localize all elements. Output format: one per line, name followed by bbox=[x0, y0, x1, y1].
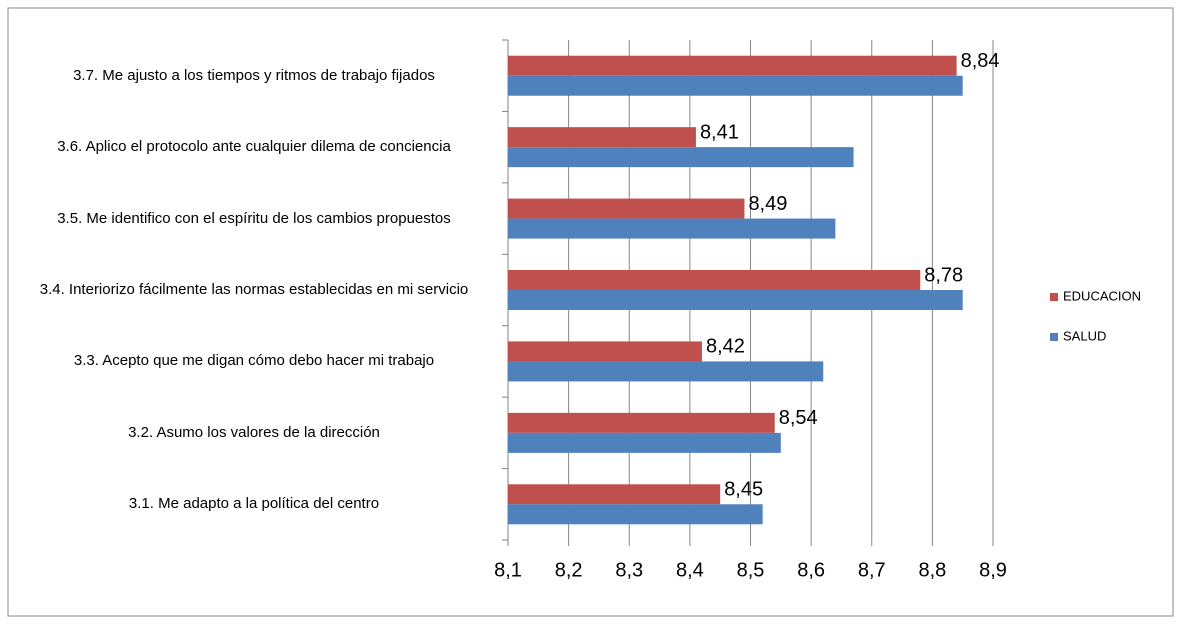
legend-label: EDUCACION bbox=[1063, 288, 1141, 303]
y-tick-label: 3.5. Me identifico con el espíritu de lo… bbox=[57, 209, 451, 227]
data-label: 8,54 bbox=[779, 407, 818, 429]
y-tick-label: 3.3. Acepto que me digan cómo debo hacer… bbox=[73, 352, 435, 370]
bar bbox=[508, 218, 836, 239]
data-label: 8,84 bbox=[961, 50, 1000, 72]
bar bbox=[508, 147, 854, 168]
bar bbox=[508, 412, 775, 433]
bar bbox=[508, 55, 957, 76]
x-tick-label: 8,2 bbox=[555, 559, 583, 581]
data-label: 8,42 bbox=[706, 336, 745, 358]
bar bbox=[508, 432, 781, 453]
bar bbox=[508, 270, 921, 290]
legend-swatch bbox=[1050, 333, 1058, 341]
legend-swatch bbox=[1050, 293, 1058, 301]
y-tick-label: 3.7. Me ajusto a los tiempos y ritmos de… bbox=[73, 66, 435, 84]
bar bbox=[508, 341, 702, 362]
y-tick-label: 3.4. Interiorizo fácilmente las normas e… bbox=[39, 281, 469, 298]
y-tick-label: 3.6. Aplico el protocolo ante cualquier … bbox=[57, 138, 451, 156]
bar bbox=[508, 75, 963, 96]
bar bbox=[508, 504, 763, 525]
x-tick-label: 8,4 bbox=[676, 559, 704, 581]
data-label: 8,45 bbox=[724, 479, 763, 501]
x-tick-label: 8,8 bbox=[918, 559, 946, 581]
x-tick-label: 8,5 bbox=[737, 559, 765, 581]
bar bbox=[508, 127, 696, 148]
bar bbox=[508, 361, 824, 382]
chart-border bbox=[7, 7, 1174, 617]
x-tick-label: 8,7 bbox=[858, 559, 886, 581]
data-label: 8,49 bbox=[748, 193, 787, 215]
bar bbox=[508, 290, 963, 310]
data-label: 8,78 bbox=[924, 264, 963, 286]
x-tick-label: 8,3 bbox=[615, 559, 643, 581]
legend-label: SALUD bbox=[1063, 328, 1106, 343]
data-label: 8,41 bbox=[700, 121, 739, 143]
y-tick-label: 3.2. Asumo los valores de la dirección bbox=[128, 423, 380, 441]
x-tick-label: 8,6 bbox=[797, 559, 825, 581]
bar bbox=[508, 484, 721, 505]
x-tick-label: 8,1 bbox=[494, 559, 522, 581]
x-tick-label: 8,9 bbox=[979, 559, 1007, 581]
bar bbox=[508, 198, 745, 219]
y-tick-label: 3.1. Me adapto a la política del centro bbox=[128, 495, 380, 513]
